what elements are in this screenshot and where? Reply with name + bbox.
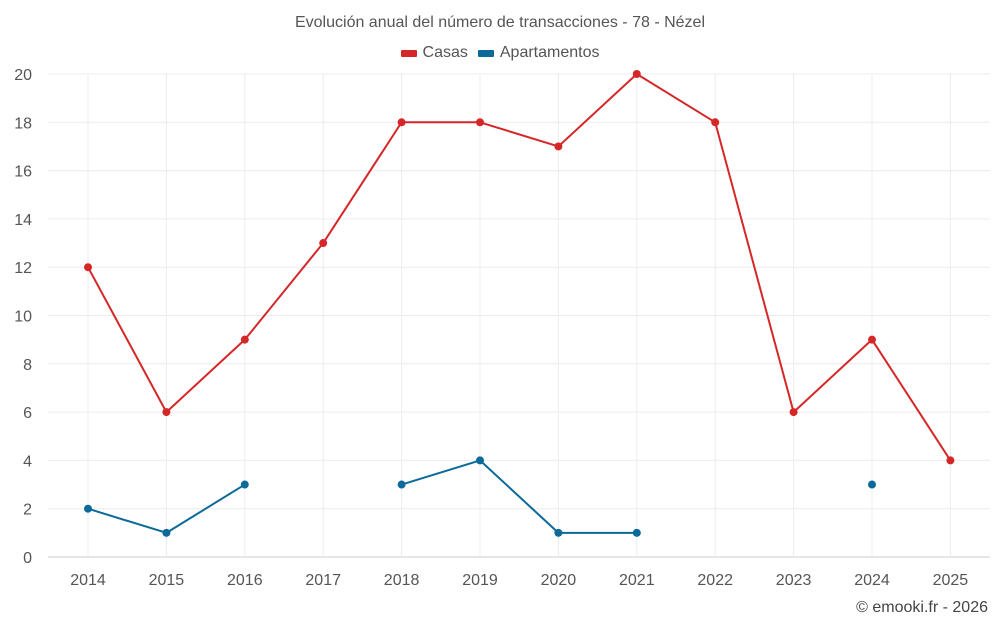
data-point-casas (84, 263, 92, 272)
data-point-casas (162, 408, 171, 417)
y-tick-label: 16 (14, 164, 32, 181)
data-point-casas (868, 335, 876, 344)
y-tick-label: 20 (14, 67, 32, 84)
x-tick-label: 2022 (697, 572, 733, 589)
data-point-casas (476, 118, 484, 127)
data-point-apartamentos (632, 528, 641, 537)
data-point-casas (632, 70, 641, 78)
data-point-apartamentos (162, 528, 171, 537)
data-point-apartamentos (240, 480, 249, 489)
legend-label-casas: Casas (422, 44, 468, 61)
y-tick-label: 8 (23, 357, 32, 374)
x-tick-label: 2020 (541, 572, 577, 589)
y-tick-label: 10 (14, 309, 32, 326)
legend: Casas Apartamentos (0, 44, 1000, 62)
series-line-casas (87, 73, 952, 461)
data-point-apartamentos (476, 456, 484, 465)
data-point-casas (711, 118, 720, 127)
y-tick-label: 4 (23, 453, 32, 470)
y-tick-label: 2 (23, 502, 32, 519)
y-tick-label: 14 (14, 212, 32, 229)
legend-label-apartamentos: Apartamentos (499, 44, 600, 61)
x-tick-label: 2014 (70, 572, 106, 589)
legend-swatch-casas (400, 49, 417, 57)
series-line-apartamentos (401, 459, 637, 534)
data-point-apartamentos (868, 480, 876, 489)
x-tick-label: 2017 (305, 572, 341, 589)
y-tick-label: 6 (23, 405, 32, 422)
x-tick-label: 2021 (619, 572, 655, 589)
legend-item-apartamentos[interactable]: Apartamentos (477, 44, 600, 62)
x-tick-label: 2023 (776, 572, 812, 589)
y-tick-label: 12 (14, 260, 32, 277)
data-point-casas (789, 408, 798, 417)
x-tick-label: 2018 (384, 572, 420, 589)
legend-swatch-apartamentos (477, 49, 494, 57)
data-point-apartamentos (554, 528, 563, 537)
y-tick-label: 0 (23, 550, 32, 567)
data-point-casas (397, 118, 406, 127)
credit-text: © emooki.fr - 2026 (856, 599, 988, 616)
data-point-casas (240, 335, 249, 344)
data-point-casas (319, 239, 328, 248)
data-point-casas (554, 142, 563, 151)
chart-title: Evolución anual del número de transaccio… (294, 14, 705, 31)
y-tick-label: 18 (14, 115, 32, 132)
data-point-apartamentos (84, 504, 92, 513)
x-tick-label: 2016 (227, 572, 263, 589)
x-tick-label: 2025 (933, 572, 969, 589)
x-tick-label: 2024 (854, 572, 890, 589)
data-point-casas (946, 456, 955, 465)
x-tick-label: 2019 (462, 572, 498, 589)
legend-item-casas[interactable]: Casas (400, 44, 468, 62)
x-tick-label: 2015 (149, 572, 185, 589)
data-point-apartamentos (397, 480, 406, 489)
